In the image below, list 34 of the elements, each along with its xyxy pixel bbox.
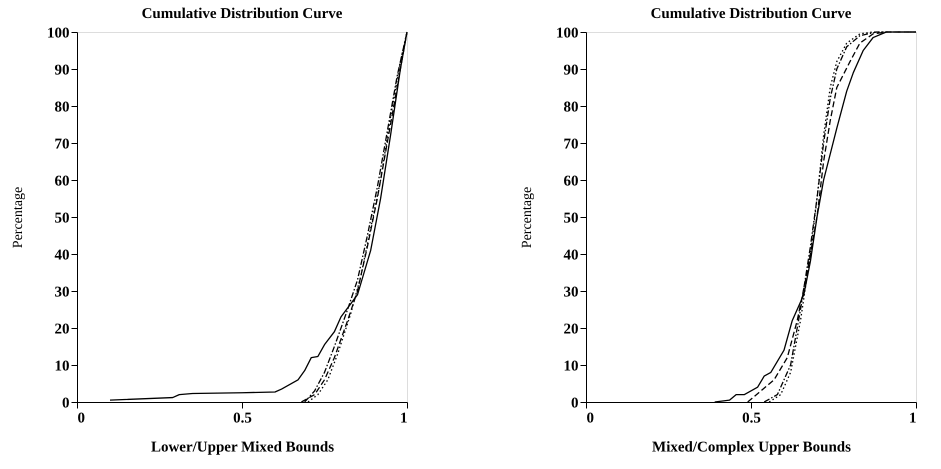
y-tick-label: 70 bbox=[564, 136, 578, 152]
y-tick-label: 10 bbox=[54, 358, 70, 374]
x-tick-label: 0 bbox=[78, 410, 85, 426]
chart-title: Cumulative Distribution Curve bbox=[650, 6, 852, 22]
y-tick-label: 40 bbox=[54, 248, 70, 264]
y-axis-title: Percentage bbox=[520, 186, 535, 248]
y-tick-label: 100 bbox=[556, 26, 578, 42]
y-tick-label: 50 bbox=[564, 210, 578, 226]
y-tick-label: 30 bbox=[564, 284, 578, 300]
y-tick-label: 100 bbox=[47, 26, 70, 42]
y-tick-label: 60 bbox=[564, 174, 578, 190]
y-tick-label: 20 bbox=[54, 322, 70, 338]
y-tick-label: 40 bbox=[564, 248, 578, 264]
y-tick-label: 10 bbox=[564, 358, 578, 374]
y-tick-label: 80 bbox=[564, 100, 578, 116]
x-tick-label: 1 bbox=[909, 410, 916, 426]
y-tick-label: 0 bbox=[62, 396, 70, 412]
y-tick-label: 90 bbox=[564, 62, 578, 78]
y-tick-label: 20 bbox=[564, 322, 578, 338]
x-axis-title: Lower/Upper Mixed Bounds bbox=[150, 440, 334, 456]
y-tick-label: 80 bbox=[54, 100, 70, 116]
y-tick-label: 70 bbox=[54, 136, 70, 152]
y-tick-label: 0 bbox=[571, 396, 578, 412]
x-axis-title: Mixed/Complex Upper Bounds bbox=[652, 440, 852, 456]
chart-title: Cumulative Distribution Curve bbox=[142, 6, 343, 22]
x-tick-label: 0.5 bbox=[233, 410, 252, 426]
y-tick-label: 90 bbox=[54, 62, 70, 78]
y-tick-label: 60 bbox=[54, 174, 70, 190]
x-tick-label: 0.5 bbox=[742, 410, 761, 426]
y-tick-label: 30 bbox=[54, 284, 70, 300]
y-axis-title: Percentage bbox=[11, 186, 26, 248]
x-tick-label: 1 bbox=[400, 410, 408, 426]
y-tick-label: 50 bbox=[54, 210, 70, 226]
x-tick-label: 0 bbox=[586, 410, 594, 426]
